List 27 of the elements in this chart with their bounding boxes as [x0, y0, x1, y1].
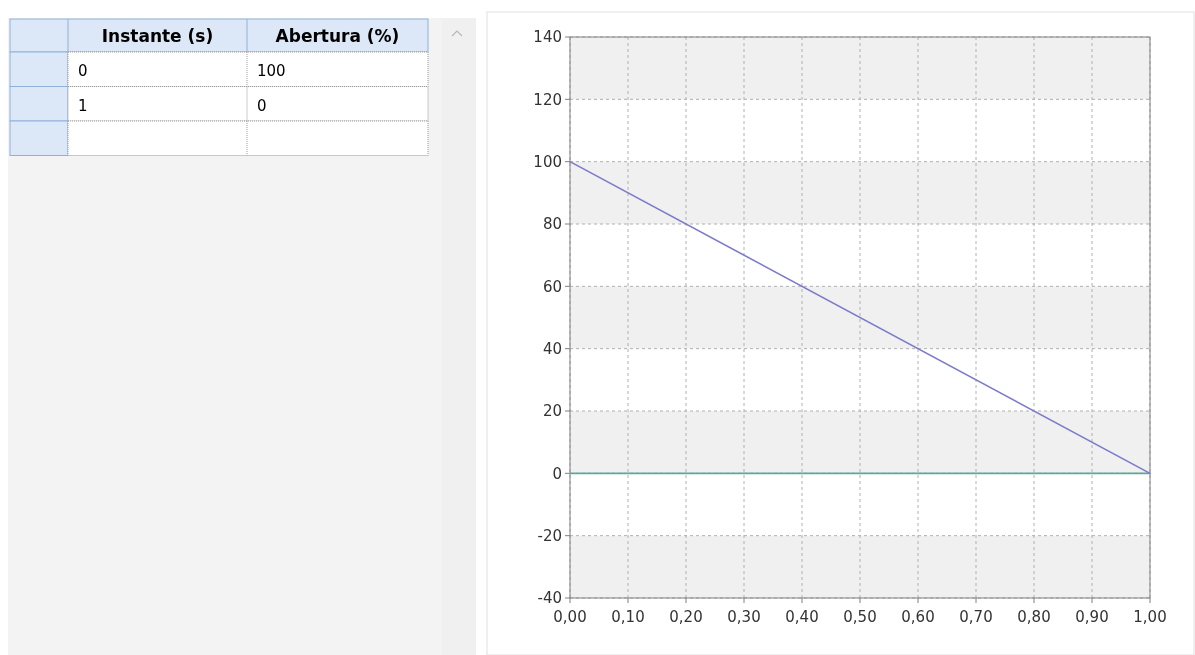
- text: 0: [78, 62, 88, 80]
- x-tick-label: 0,30: [727, 608, 761, 626]
- x-tick-label: 0,70: [959, 608, 993, 626]
- text: 1: [78, 96, 88, 115]
- x-tick-label: 0,50: [843, 608, 877, 626]
- y-tick-label: 60: [542, 277, 562, 296]
- x-tick-label: 0,60: [901, 608, 935, 626]
- x-tick-label: 0,10: [611, 608, 645, 626]
- y-tick-label: 100: [533, 152, 562, 171]
- text: 100: [257, 62, 286, 80]
- y-tick-label: -40: [537, 589, 562, 608]
- x-tick-label: 1,00: [1133, 608, 1167, 626]
- y-tick-label: 80: [542, 215, 562, 234]
- x-tick-label: 0,40: [785, 608, 819, 626]
- y-tick-label: 120: [533, 90, 562, 109]
- y-tick-label: 40: [542, 339, 562, 358]
- text: Abertura (%): [275, 26, 400, 46]
- text: Instante (s): [101, 26, 214, 46]
- x-tick-label: 0,20: [669, 608, 703, 626]
- y-tick-label: 0: [552, 464, 562, 483]
- y-tick-label: -20: [537, 526, 562, 545]
- x-tick-label: 0,00: [553, 608, 587, 626]
- y-tick-label: 140: [533, 28, 562, 47]
- y-tick-label: 20: [542, 402, 562, 421]
- text: 0: [257, 96, 267, 115]
- x-tick-label: 0,80: [1017, 608, 1051, 626]
- x-tick-label: 0,90: [1075, 608, 1109, 626]
